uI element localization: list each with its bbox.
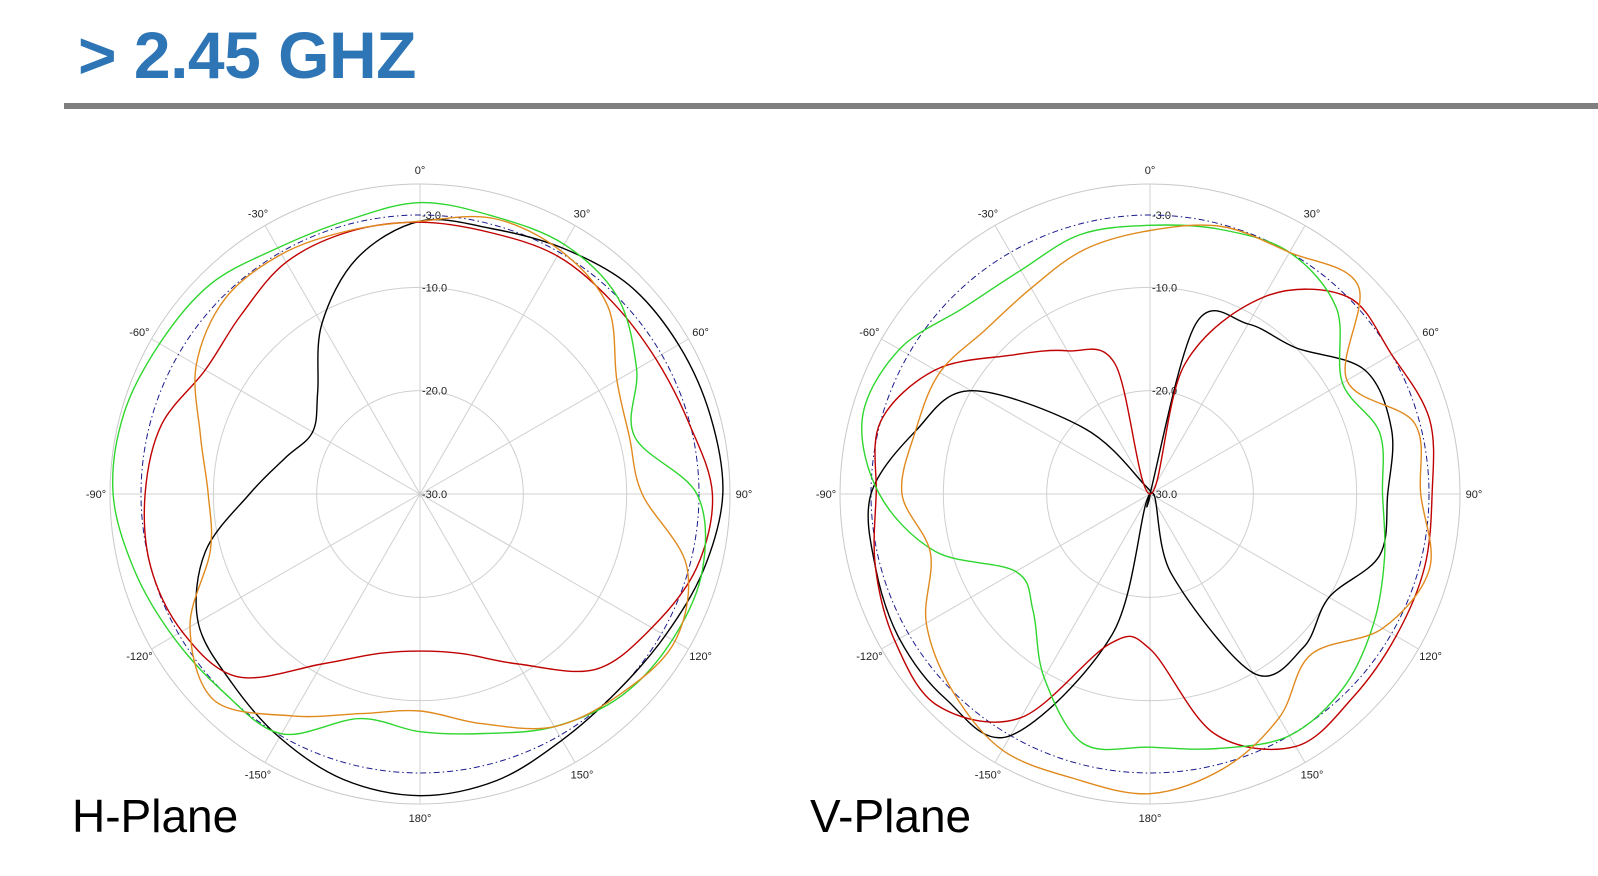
angular-tick-label: -150° <box>975 770 1001 782</box>
angular-tick-label: 120° <box>689 651 712 663</box>
angular-tick-label: -150° <box>245 770 271 782</box>
angular-tick-label: 0° <box>415 165 426 177</box>
series-group <box>112 201 724 797</box>
angular-tick-label: 60° <box>1422 327 1439 339</box>
angular-tick-label: -120° <box>856 651 882 663</box>
series-line-0 <box>867 310 1394 739</box>
polar-spoke <box>151 493 421 650</box>
polar-spoke <box>419 338 689 495</box>
angular-tick-label: -120° <box>126 651 152 663</box>
polar-spoke <box>419 493 689 650</box>
h-plane-polar-chart: 0° 30° 60° 90° 120° 150° 180° -150° -120° -90° -60… <box>60 160 780 876</box>
series-line-1 <box>873 288 1435 751</box>
polar-spoke <box>264 225 421 495</box>
angular-tick-label: 150° <box>571 770 594 782</box>
angular-tick-label: 90° <box>736 489 753 501</box>
angular-tick-label: -90° <box>816 489 836 501</box>
radial-tick-label: -10.0 <box>422 282 447 294</box>
polar-spoke <box>994 493 1151 763</box>
angular-tick-label: -60° <box>859 327 879 339</box>
angular-tick-label: 30° <box>574 208 591 220</box>
polar-spoke <box>1149 225 1306 495</box>
radial-tick-label: -20.0 <box>422 386 447 398</box>
radial-tick-label: -20.0 <box>1152 386 1177 398</box>
polar-spoke <box>1149 493 1419 650</box>
title-rule <box>64 103 1598 109</box>
v-plane-polar-svg: 0° 30° 60° 90° 120° 150° 180° -150° -120° -90° -60… <box>816 165 1482 825</box>
slide-title: > 2.45 GHZ <box>78 18 417 92</box>
angular-tick-label: -30° <box>248 208 268 220</box>
series-line-2 <box>112 201 707 736</box>
angular-tick-labels: 0° 30° 60° 90° 120° 150° 180° -150° -120° -90° -60… <box>86 165 752 825</box>
series-line-0 <box>195 218 724 797</box>
angular-tick-label: 150° <box>1301 770 1324 782</box>
polar-spoke <box>264 493 421 763</box>
angular-tick-labels: 0° 30° 60° 90° 120° 150° 180° -150° -120° -90° -60… <box>816 165 1482 825</box>
series-line-1 <box>143 221 714 679</box>
polar-spoke <box>1149 493 1306 763</box>
angular-tick-label: 0° <box>1145 165 1156 177</box>
angular-tick-label: 60° <box>692 327 709 339</box>
series-line-3 <box>189 215 690 730</box>
angular-tick-label: -60° <box>129 327 149 339</box>
polar-spoke <box>151 338 421 495</box>
radial-tick-labels: -3.0 -10.0 -20.0 -30.0 <box>1152 210 1177 501</box>
polar-spoke <box>994 225 1151 495</box>
angular-tick-label: 90° <box>1466 489 1483 501</box>
series-group <box>861 224 1435 795</box>
radial-tick-label: -10.0 <box>1152 282 1177 294</box>
angular-tick-label: 180° <box>409 813 432 825</box>
radial-tick-label: -3.0 <box>1152 210 1171 222</box>
polar-grid <box>109 183 731 805</box>
radial-tick-label: -30.0 <box>1152 489 1177 501</box>
h-plane-label: H-Plane <box>72 790 239 842</box>
polar-spoke <box>419 225 576 495</box>
polar-spoke <box>881 338 1151 495</box>
radial-tick-labels: -3.0-10.0-20.0-30.0 <box>422 210 447 501</box>
polar-spoke <box>419 493 576 763</box>
series-line-3 <box>900 224 1432 795</box>
angular-tick-label: 180° <box>1139 813 1162 825</box>
v-plane-polar-chart: 0° 30° 60° 90° 120° 150° 180° -150° -120° -90° -60… <box>790 160 1510 876</box>
angular-tick-label: 120° <box>1419 651 1442 663</box>
angular-tick-label: -90° <box>86 489 106 501</box>
reference-circle <box>140 214 700 774</box>
h-plane-polar-svg: 0° 30° 60° 90° 120° 150° 180° -150° -120° -90° -60… <box>86 165 752 825</box>
series-line-2 <box>861 224 1386 751</box>
angular-tick-label: 30° <box>1304 208 1321 220</box>
reference-circle <box>870 214 1430 774</box>
angular-tick-label: -30° <box>978 208 998 220</box>
v-plane-label: V-Plane <box>810 790 972 842</box>
polar-spoke <box>1149 338 1419 495</box>
radial-tick-label: -30.0 <box>422 489 447 501</box>
